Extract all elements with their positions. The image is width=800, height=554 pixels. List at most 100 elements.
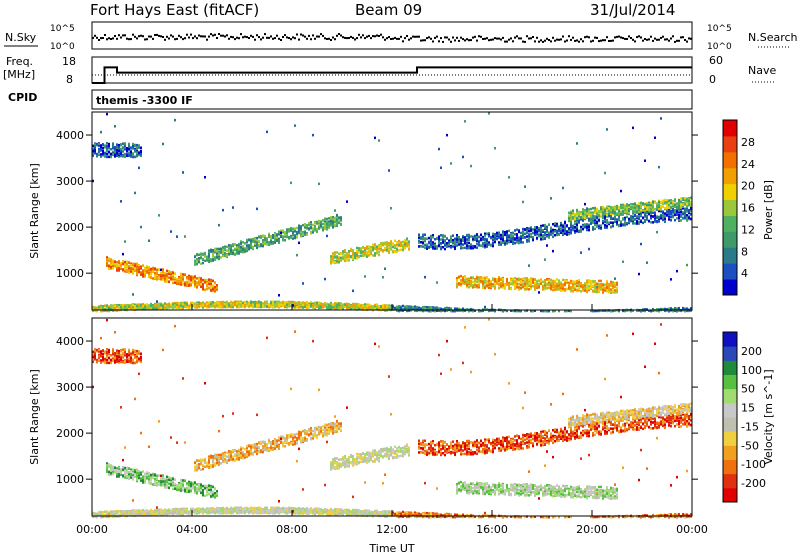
heatmap-cell bbox=[332, 223, 334, 227]
heatmap-cell bbox=[390, 244, 392, 247]
heatmap-cell bbox=[114, 155, 116, 158]
nsky-point bbox=[250, 34, 252, 37]
nsky-point bbox=[196, 37, 198, 40]
heatmap-cell bbox=[134, 262, 136, 266]
heatmap-cell bbox=[292, 232, 294, 235]
heatmap-cell bbox=[590, 286, 592, 289]
heatmap-cell bbox=[560, 231, 562, 234]
heatmap-cell bbox=[298, 302, 300, 305]
heatmap-cell bbox=[532, 285, 534, 288]
heatmap-cell bbox=[166, 303, 168, 307]
heatmap-cell bbox=[594, 215, 596, 218]
heatmap-cell bbox=[142, 307, 144, 311]
heatmap-cell bbox=[316, 227, 318, 231]
heatmap-cell bbox=[106, 304, 108, 307]
heatmap-cell bbox=[494, 287, 496, 290]
heatmap-cell bbox=[506, 233, 508, 236]
nsky-point bbox=[178, 34, 180, 37]
heatmap-cell bbox=[180, 277, 182, 280]
heatmap-cell bbox=[92, 147, 94, 150]
heatmap-cell bbox=[174, 278, 176, 281]
heatmap-cell bbox=[214, 247, 216, 251]
heatmap-cell bbox=[304, 233, 306, 236]
heatmap-cell bbox=[96, 152, 98, 156]
heatmap-cell bbox=[262, 242, 264, 246]
heatmap-cell bbox=[254, 300, 256, 304]
nsky-point bbox=[626, 38, 628, 40]
heatmap-cell bbox=[482, 284, 484, 288]
heatmap-cell bbox=[138, 268, 140, 271]
heatmap-cell bbox=[210, 282, 212, 286]
heatmap-cell bbox=[346, 304, 348, 308]
heatmap-cell bbox=[270, 242, 272, 246]
heatmap-cell bbox=[98, 308, 100, 311]
heatmap-cell bbox=[136, 147, 138, 151]
nsky-point bbox=[242, 36, 244, 39]
heatmap-cell bbox=[354, 256, 356, 260]
nsky-point bbox=[502, 36, 504, 39]
nsky-point bbox=[142, 35, 144, 38]
heatmap-cell bbox=[396, 244, 398, 247]
nsky-point bbox=[682, 36, 684, 39]
nsky-point bbox=[452, 36, 454, 39]
heatmap-cell bbox=[154, 307, 156, 310]
heatmap-cell bbox=[136, 262, 138, 266]
heatmap-cell bbox=[144, 305, 146, 308]
heatmap-cell bbox=[230, 246, 232, 249]
nsky-point bbox=[408, 38, 410, 41]
heatmap-cell bbox=[490, 309, 492, 312]
heatmap-cell bbox=[108, 155, 110, 159]
heatmap-cell bbox=[528, 284, 530, 288]
heatmap-cell bbox=[100, 144, 102, 147]
heatmap-cell bbox=[460, 244, 462, 248]
heatmap-cell bbox=[508, 229, 510, 233]
heatmap-cell bbox=[388, 249, 390, 253]
heatmap-cell bbox=[532, 237, 534, 240]
heatmap-cell bbox=[590, 281, 592, 285]
heatmap-cell bbox=[292, 237, 294, 240]
heatmap-cell bbox=[168, 303, 170, 306]
heatmap-cell bbox=[274, 232, 276, 236]
heatmap-cell bbox=[236, 248, 238, 251]
nsky-point bbox=[536, 36, 538, 39]
heatmap-cell bbox=[520, 287, 522, 290]
heatmap-cell bbox=[350, 307, 352, 311]
heatmap-cell bbox=[128, 264, 130, 268]
heatmap-cell bbox=[426, 247, 428, 250]
freq-label: Freq. bbox=[6, 55, 33, 68]
heatmap-cell bbox=[562, 289, 564, 292]
heatmap-cell bbox=[572, 284, 574, 288]
heatmap-cell bbox=[314, 221, 316, 225]
heatmap-cell bbox=[334, 303, 336, 307]
heatmap-cell bbox=[528, 229, 530, 233]
heatmap-cell bbox=[544, 286, 546, 289]
heatmap-cell bbox=[484, 246, 486, 249]
heatmap-cell bbox=[456, 238, 458, 241]
heatmap-cell bbox=[552, 280, 554, 283]
nsky-point bbox=[274, 37, 276, 40]
nsky-point bbox=[604, 39, 606, 42]
heatmap-cell bbox=[516, 286, 518, 289]
nsky-point bbox=[342, 36, 344, 39]
heatmap-cell bbox=[290, 229, 292, 233]
heatmap-cell bbox=[602, 205, 604, 209]
heatmap-cell bbox=[158, 305, 160, 308]
heatmap-cell bbox=[236, 302, 238, 305]
heatmap-cell bbox=[124, 155, 126, 159]
heatmap-cell bbox=[574, 214, 576, 217]
nsky-point bbox=[344, 36, 346, 39]
nsky-point bbox=[526, 35, 528, 38]
nsky-point bbox=[450, 40, 452, 43]
heatmap-cell bbox=[328, 303, 330, 306]
heatmap-cell bbox=[336, 220, 338, 223]
heatmap-cell bbox=[116, 305, 118, 308]
nsky-point bbox=[348, 37, 350, 39]
heatmap-cell bbox=[378, 305, 380, 308]
heatmap-cell bbox=[136, 154, 138, 158]
nsky-point bbox=[176, 37, 178, 40]
heatmap-cell bbox=[138, 306, 140, 310]
nsky-point bbox=[170, 34, 172, 37]
heatmap-cell bbox=[568, 229, 570, 232]
